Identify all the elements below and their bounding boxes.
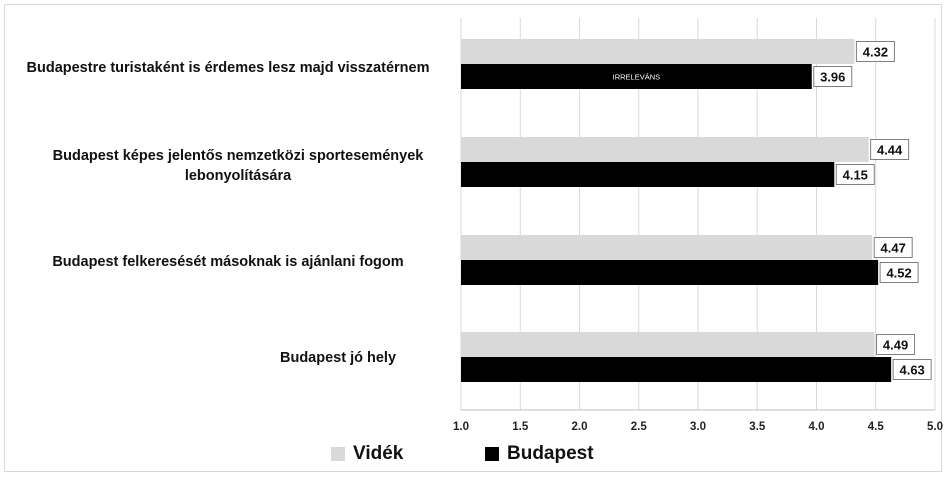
data-label-box bbox=[813, 66, 853, 87]
data-label: 4.32 bbox=[863, 45, 888, 60]
legend-item-videk: Vidék bbox=[331, 443, 403, 465]
bar-budapest bbox=[461, 64, 812, 89]
data-label: 4.52 bbox=[886, 266, 911, 281]
x-tick-label: 3.0 bbox=[690, 421, 706, 433]
category-label: Budapest képes jelentős nemzetközi sport… bbox=[52, 148, 424, 184]
bar-budapest bbox=[461, 357, 892, 382]
data-label-box bbox=[892, 359, 932, 380]
x-tick-label: 1.0 bbox=[453, 421, 469, 433]
data-label: 4.15 bbox=[843, 168, 868, 183]
x-tick-label: 4.0 bbox=[809, 421, 825, 433]
x-tick-label: 4.5 bbox=[868, 421, 885, 433]
data-label: 4.47 bbox=[881, 241, 906, 256]
data-label-box bbox=[879, 262, 919, 283]
legend-swatch-videk bbox=[331, 447, 345, 461]
category-label: Budapest felkeresését másoknak is ajánla… bbox=[52, 254, 404, 270]
bar-budapest bbox=[461, 162, 835, 187]
bar-budapest bbox=[461, 260, 879, 285]
legend-label-budapest: Budapest bbox=[507, 443, 594, 464]
data-label-box bbox=[835, 164, 875, 185]
category-label: Budapestre turistaként is érdemes lesz m… bbox=[26, 60, 430, 76]
x-tick-label: 2.0 bbox=[572, 421, 588, 433]
annotation-label: IRRELEVÁNS bbox=[613, 73, 661, 82]
x-tick-label: 5.0 bbox=[927, 421, 943, 433]
legend-swatch-budapest bbox=[485, 447, 499, 461]
legend-item-budapest: Budapest bbox=[485, 443, 594, 465]
data-label: 4.44 bbox=[877, 143, 903, 158]
x-tick-label: 2.5 bbox=[631, 421, 648, 433]
legend-label-videk: Vidék bbox=[353, 443, 404, 464]
data-label: 4.63 bbox=[899, 363, 924, 378]
bar-videk bbox=[461, 332, 875, 357]
category-label: Budapest jó hely bbox=[279, 350, 397, 366]
data-label-box bbox=[855, 41, 895, 62]
x-tick-label: 1.5 bbox=[512, 421, 529, 433]
data-label: 3.96 bbox=[820, 70, 845, 85]
chart-frame bbox=[4, 4, 942, 472]
data-label: 4.49 bbox=[883, 338, 908, 353]
bar-videk bbox=[461, 235, 873, 260]
data-label-box bbox=[876, 334, 916, 355]
data-label-box bbox=[873, 237, 913, 258]
bar-videk bbox=[461, 137, 869, 162]
x-tick-label: 3.5 bbox=[749, 421, 766, 433]
bar-videk bbox=[461, 39, 855, 64]
data-label-box bbox=[870, 139, 910, 160]
